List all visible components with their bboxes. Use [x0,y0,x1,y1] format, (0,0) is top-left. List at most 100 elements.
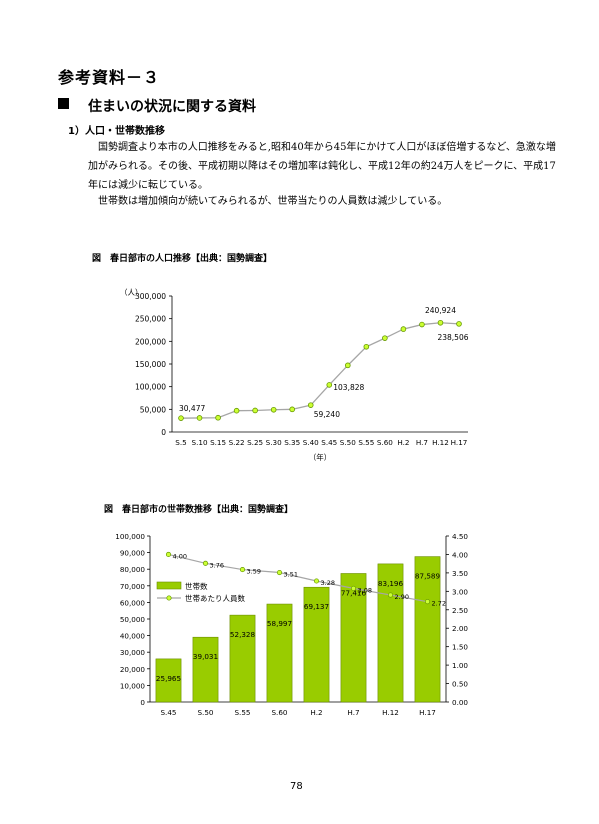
x-tick-label: S.15 [210,438,226,447]
population-point [400,326,407,332]
x-tick-label: H.7 [347,708,359,717]
x-tick-label: S.50 [340,438,356,447]
persons-per-household-label: 2.72 [432,600,446,608]
persons-per-household-label: 3.76 [210,561,224,569]
x-tick-label: S.55 [358,438,374,447]
x-tick-label: S.30 [266,438,282,447]
paragraph-population: 国勢調査より本市の人口推移をみると,昭和40年から45年にかけて人口がほぼ倍増す… [88,142,556,191]
paragraph-households: 世帯数は増加傾向が続いてみられるが、世帯当たりの人員数は減少している。 [98,196,448,207]
persons-per-household-point [165,551,172,557]
household-bar-label: 52,328 [230,630,256,639]
households-bar-chart: 0 10,000 20,000 30,000 40,000 50,000 60,000 70,… [115,532,468,717]
household-bar [266,603,293,703]
persons-per-household-line [168,553,428,603]
household-bar [377,563,404,703]
y-tick-label: 90,000 [120,549,146,558]
legend-line-marker [166,595,172,601]
x-tick-label: S.55 [235,708,251,717]
section-title: 住まいの状況に関する資料 [88,99,256,115]
population-point [307,402,314,408]
x-tick-label: H.17 [451,438,468,447]
y-tick-label: 200,000 [135,337,166,346]
x-tick-label: S.22 [229,438,245,447]
persons-per-household-point [239,567,246,573]
population-data-label: 103,828 [333,383,364,392]
persons-per-household-label: 3.08 [358,586,372,594]
population-point [196,415,203,421]
persons-per-household-label: 3.59 [247,568,261,576]
population-point [252,407,258,414]
y-tick-label: 60,000 [120,598,146,607]
x-tick-label: H.7 [416,438,428,447]
y-tick-label: 100,000 [115,532,145,541]
persons-per-household-label: 3.28 [321,579,335,587]
legend-bar-label: 世帯数 [185,581,208,591]
y2-tick-label: 0.50 [452,680,468,689]
population-line-chart: 0 50,000 100,000 150,000 200,000 250,000 300,0… [120,288,469,462]
x-tick-label: S.40 [303,438,319,447]
x-tick-label: H.2 [397,438,409,447]
page-number: 78 [290,781,303,792]
household-bar-label: 25,965 [156,674,181,683]
y-tick-label: 150,000 [135,360,166,369]
household-bar [414,556,441,703]
persons-per-household-label: 4.00 [173,552,187,560]
y2-tick-label: 4.50 [452,532,468,541]
population-point [382,335,388,341]
population-point [178,415,184,421]
x-tick-label: H.12 [382,708,399,717]
population-point [215,414,221,421]
y2-tick-label: 2.00 [452,624,468,633]
household-bar-label: 87,589 [415,572,441,581]
x-tick-label: H.12 [432,438,449,447]
y-tick-label: 100,000 [135,383,166,392]
legend-bar-swatch [156,581,182,590]
household-bar [229,614,256,703]
persons-per-household-label: 3.51 [284,571,298,579]
household-bar-label: 58,997 [267,619,292,628]
household-bar-label: 83,196 [378,579,404,588]
x-tick-label: S.25 [247,438,263,447]
x-tick-label: S.50 [198,708,214,717]
population-line [180,322,460,419]
population-data-label: 238,506 [437,333,468,342]
y2-tick-label: 2.50 [452,606,468,615]
y-tick-label: 50,000 [140,405,166,414]
population-point [419,321,425,328]
y-tick-label: 50,000 [120,615,146,624]
y2-tick-label: 1.50 [452,643,468,652]
household-bar [192,636,219,703]
persons-per-household-point [424,599,431,605]
chart2-caption: 図 春日部市の世帯数推移【出典：国勢調査】 [104,505,294,515]
y2-tick-label: 3.00 [452,587,468,596]
y2-tick-label: 4.00 [452,550,468,559]
chart1-caption: 図 春日部市の人口推移【出典：国勢調査】 [92,254,273,264]
section-marker [58,98,69,109]
population-data-label: 59,240 [314,410,340,419]
persons-per-household-point [313,578,320,584]
household-bar-label: 69,137 [304,602,329,611]
x-tick-label: S.35 [284,438,300,447]
population-data-label: 30,477 [179,404,205,413]
document-title: 参考資料－３ [58,68,161,87]
persons-per-household-point [350,585,357,591]
y-tick-label: 80,000 [120,565,146,574]
persons-per-household-label: 2.90 [395,593,409,601]
household-bar [303,586,330,703]
population-data-label: 240,924 [425,306,456,315]
x-tick-label: S.45 [161,708,177,717]
x-tick-label: S.10 [192,438,208,447]
persons-per-household-point [387,592,394,598]
x-axis-label: （年） [309,452,332,462]
y-tick-label: 250,000 [135,315,166,324]
x-tick-label: S.60 [377,438,393,447]
x-tick-label: S.45 [321,438,337,447]
population-point [270,406,277,413]
population-point [437,319,444,326]
population-point [289,406,296,413]
population-point [456,321,462,327]
population-point [345,362,351,369]
household-bar [340,573,367,703]
y2-tick-label: 1.00 [452,661,468,670]
legend-line-label: 世帯あたり人員数 [185,593,245,603]
